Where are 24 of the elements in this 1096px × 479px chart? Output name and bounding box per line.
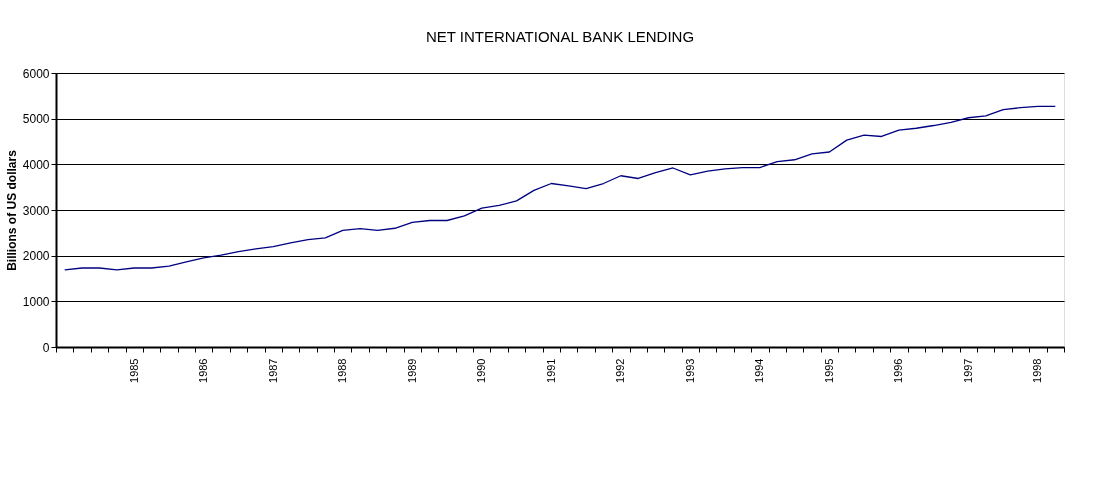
y-tick-label: 1000 [22, 294, 50, 309]
x-tick-label: 1992 [614, 358, 627, 383]
y-tick-label: 6000 [22, 66, 50, 81]
y-tick-label: 2000 [22, 249, 50, 264]
x-tick-label: 1985 [127, 358, 140, 383]
x-tick-label: 1990 [475, 358, 488, 383]
x-tick-label: 1994 [753, 358, 766, 383]
x-tick-label: 1991 [544, 358, 557, 383]
y-tick-label: 4000 [22, 157, 50, 172]
x-tick-label: 1986 [197, 358, 210, 383]
y-axis-title: Billions of US dollars [4, 149, 19, 271]
x-tick-label: 1993 [683, 358, 696, 383]
chart-title: NET INTERNATIONAL BANK LENDING [425, 28, 695, 45]
x-tick-label: 1996 [892, 358, 905, 383]
line-series [64, 105, 1056, 271]
y-tick-label: 3000 [22, 203, 50, 218]
y-tick-label: 5000 [22, 112, 50, 127]
y-tick-label: 0 [42, 340, 50, 355]
x-tick-label: 1988 [336, 358, 349, 383]
x-tick-label: 1987 [266, 358, 279, 383]
x-tick-label: 1998 [1031, 358, 1044, 383]
x-tick-label: 1995 [822, 358, 835, 383]
x-tick-label: 1997 [961, 358, 974, 383]
x-tick-label: 1989 [405, 358, 418, 383]
